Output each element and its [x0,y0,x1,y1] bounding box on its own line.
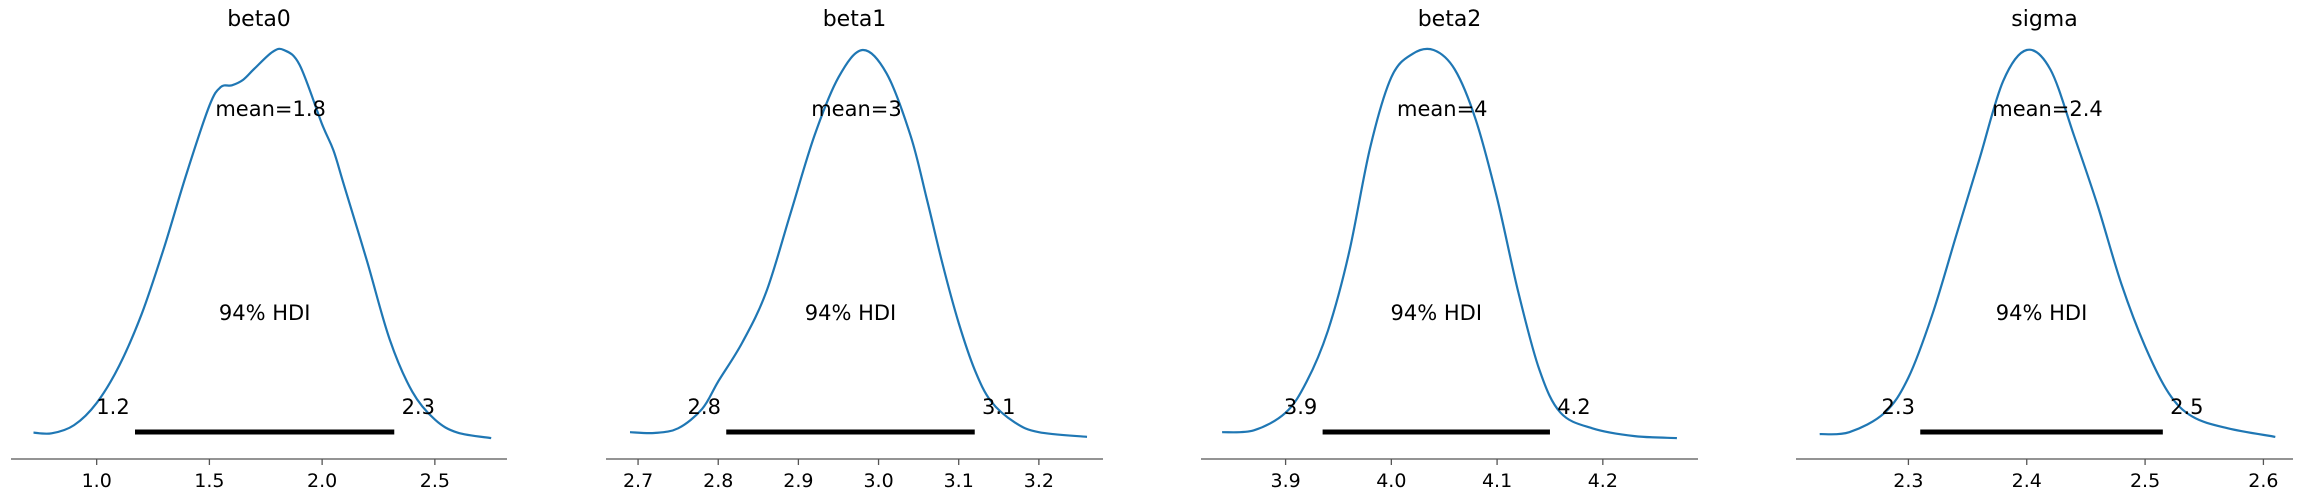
x-tick-label: 2.8 [703,470,733,492]
hdi-low-label: 2.8 [688,395,721,419]
hdi-high-label: 2.5 [2170,395,2203,419]
x-tick-label: 2.4 [2012,470,2042,492]
x-tick-label: 2.5 [2130,470,2160,492]
x-tick-label: 4.2 [1588,470,1618,492]
density-curve-beta1 [629,48,1088,438]
x-tick-label: 2.5 [420,470,450,492]
chart-title: beta2 [1418,7,1482,32]
x-tick-label: 1.5 [194,470,224,492]
x-tick-label: 3.9 [1270,470,1300,492]
mean-label: mean=3 [811,97,902,121]
x-tick-label: 3.1 [944,470,974,492]
density-curve-sigma [1819,48,2276,438]
chart-title: beta0 [227,7,291,32]
hdi-high-label: 3.1 [982,395,1015,419]
x-tick-label: 2.0 [307,470,337,492]
x-tick-label: 1.0 [82,470,112,492]
mean-label: mean=4 [1397,97,1488,121]
mean-label: mean=2.4 [1992,97,2103,121]
chart-title: sigma [2011,7,2077,32]
density-curve-beta2 [1222,47,1677,440]
x-tick-label: 4.0 [1376,470,1406,492]
hdi-label: 94% HDI [1391,301,1483,325]
hdi-label: 94% HDI [1996,301,2088,325]
hdi-label: 94% HDI [219,301,311,325]
hdi-high-label: 4.2 [1557,395,1590,419]
x-tick-label: 3.0 [863,470,893,492]
hdi-low-label: 1.2 [96,395,129,419]
x-tick-label: 2.3 [1893,470,1923,492]
hdi-low-label: 2.3 [1882,395,1915,419]
chart-title: beta1 [823,7,887,32]
x-tick-label: 4.1 [1482,470,1512,492]
x-tick-label: 2.7 [623,470,653,492]
density-curve-beta0 [33,47,492,440]
x-tick-label: 2.6 [2248,470,2278,492]
mean-label: mean=1.8 [215,97,326,121]
hdi-high-label: 2.3 [402,395,435,419]
hdi-low-label: 3.9 [1284,395,1317,419]
hdi-label: 94% HDI [805,301,897,325]
x-tick-label: 2.9 [783,470,813,492]
x-tick-label: 3.2 [1024,470,1054,492]
